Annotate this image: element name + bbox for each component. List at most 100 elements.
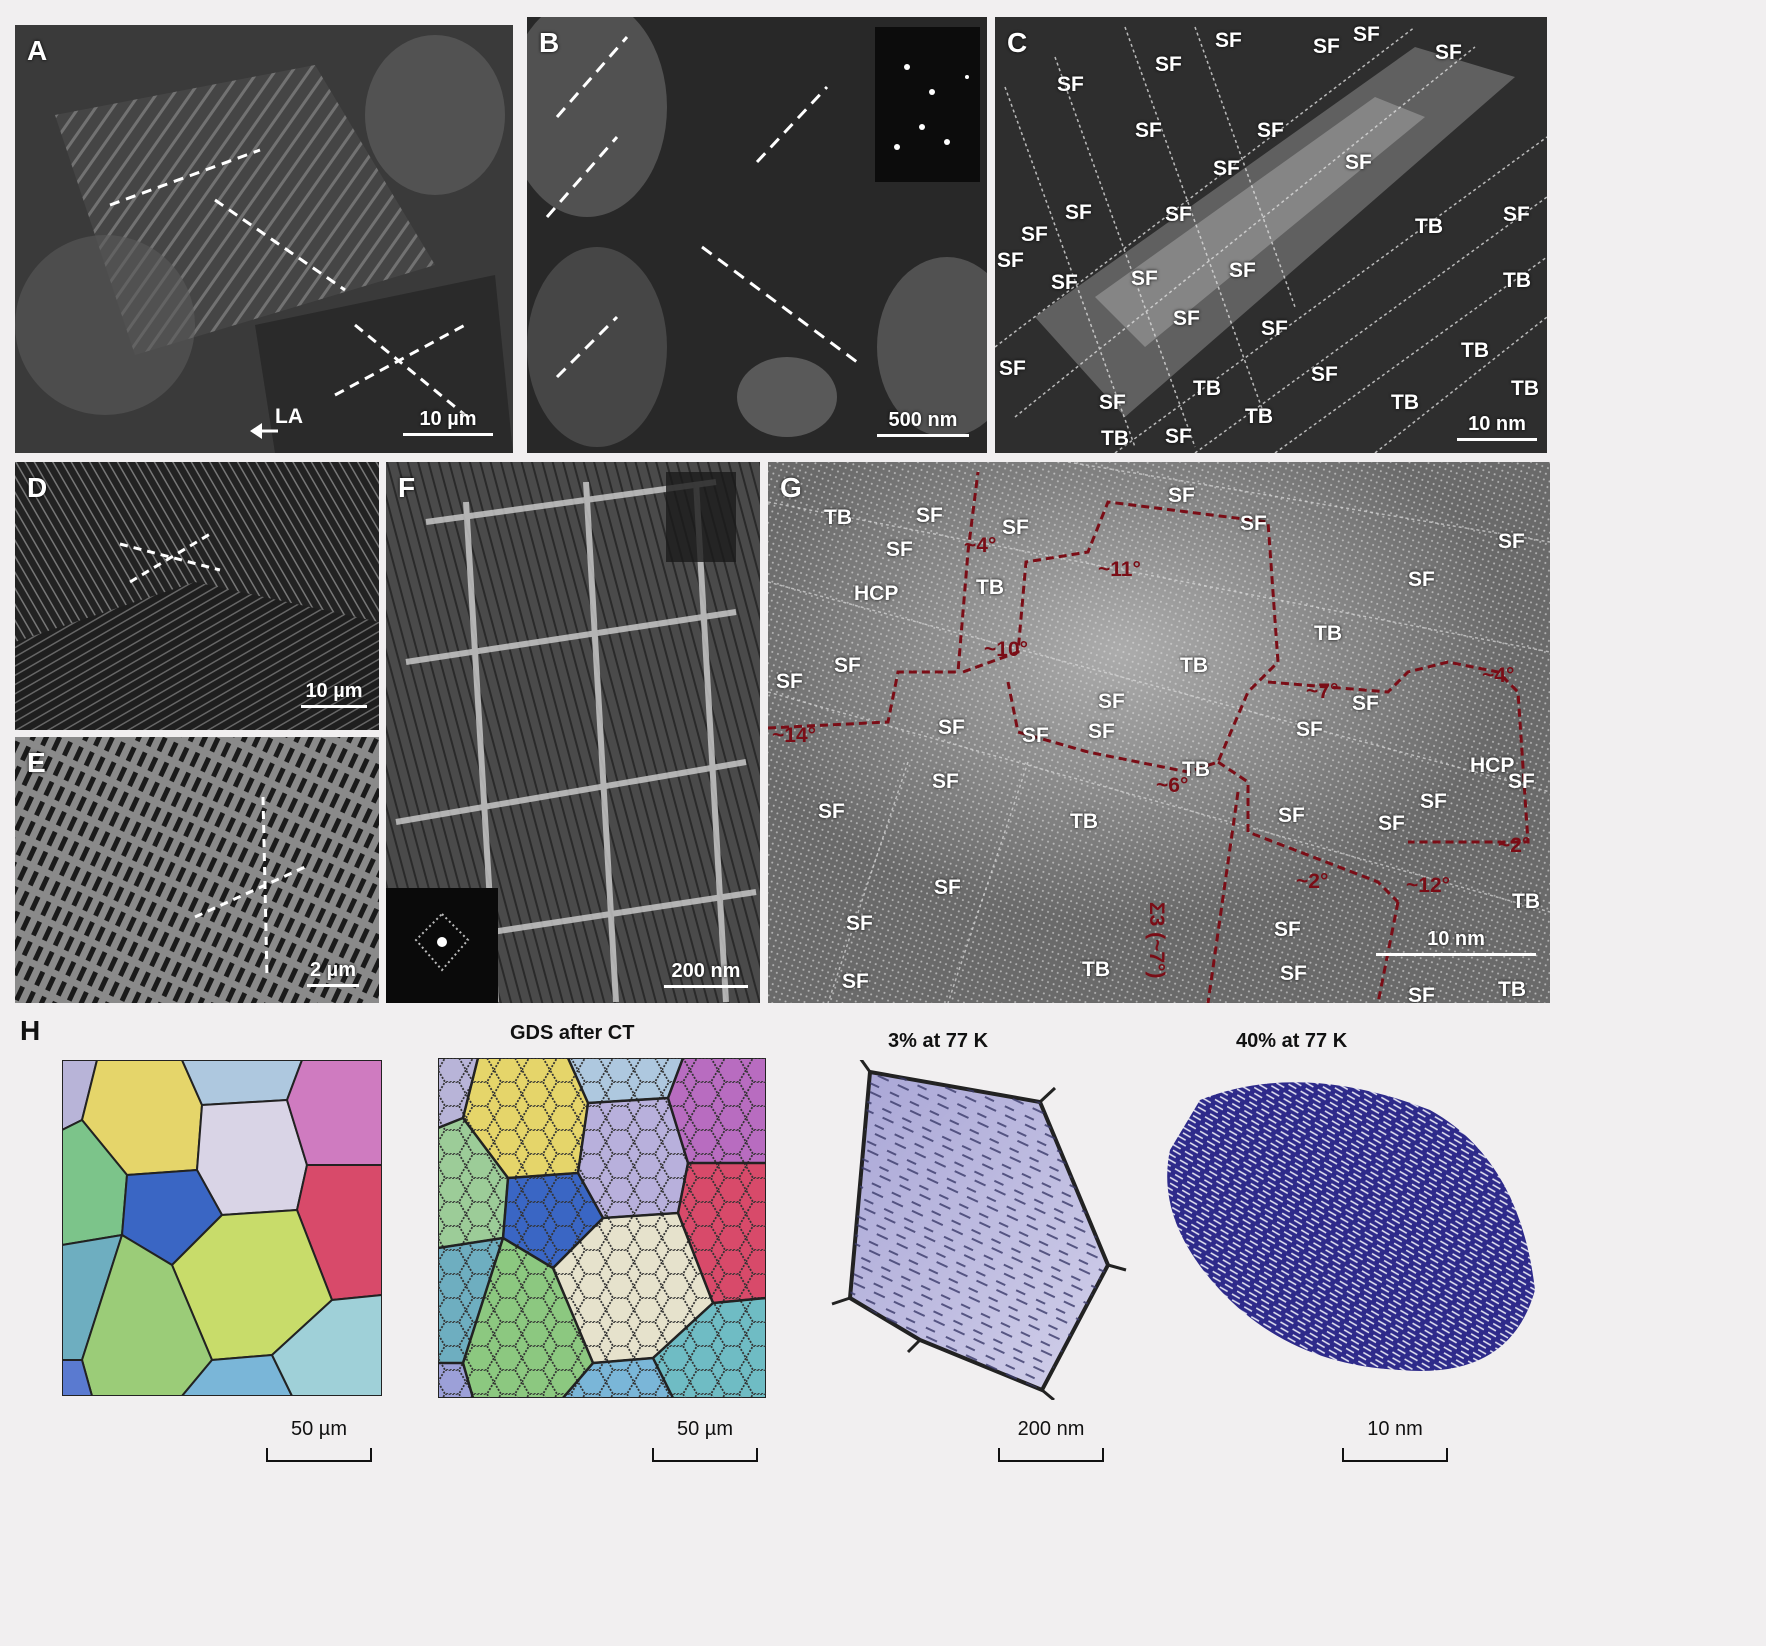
sf-mark: SF <box>1435 41 1462 64</box>
misorientation-angle: ~7° <box>1306 680 1339 703</box>
hcp-mark: HCP <box>1470 754 1515 777</box>
panel-label: E <box>27 747 46 778</box>
tb-mark: TB <box>1314 622 1342 645</box>
sf-mark: SF <box>1099 391 1126 414</box>
micrograph-d <box>15 462 379 730</box>
tb-mark: TB <box>1180 654 1208 677</box>
misorientation-angle: ~6° <box>1156 774 1189 797</box>
scale-text: 10 nm <box>1427 928 1485 950</box>
scale-bar-h3: 200 nm <box>998 1418 1104 1462</box>
sf-mark: SF <box>916 504 943 527</box>
sf-mark: SF <box>1408 984 1435 1003</box>
scale-bar: 200 nm <box>664 960 748 988</box>
sf-mark: SF <box>1229 259 1256 282</box>
sf-mark: SF <box>1274 918 1301 941</box>
sf-mark: SF <box>1213 157 1240 180</box>
tb-mark: TB <box>1101 427 1129 450</box>
micrograph-f <box>386 462 760 1003</box>
panel-label: D <box>27 472 48 503</box>
panel-label: C <box>1007 27 1028 58</box>
sf-mark: SF <box>934 876 961 899</box>
title-3pct-77k: 3% at 77 K <box>888 1030 989 1052</box>
panel-b: B 500 nm <box>527 17 987 453</box>
sf-mark: SF <box>1088 720 1115 743</box>
tb-mark: TB <box>1391 391 1419 414</box>
tb-mark: TB <box>1182 758 1210 781</box>
tb-mark: TB <box>1193 377 1221 400</box>
grain-map-initial <box>62 1060 382 1396</box>
sf-mark: SF <box>1165 203 1192 226</box>
misorientation-angle: ~11° <box>1098 558 1141 581</box>
sf-mark: SF <box>834 654 861 677</box>
title-40pct-77k: 40% at 77 K <box>1236 1030 1348 1052</box>
sf-mark: SF <box>1345 151 1372 174</box>
sf-mark: SF <box>886 538 913 561</box>
scale-bar-h1: 50 µm <box>266 1418 372 1462</box>
sf-mark: SF <box>938 716 965 739</box>
panel-label-h: H <box>20 1015 41 1046</box>
sf-mark: SF <box>846 912 873 935</box>
misorientation-angle: ~2° <box>1296 870 1329 893</box>
micrograph-a <box>15 25 513 453</box>
sf-mark: SF <box>1240 512 1267 535</box>
scale-text: 50 µm <box>677 1418 733 1440</box>
misorientation-angle: ~2° <box>1498 834 1531 857</box>
scale-bar: 10 nm <box>1376 928 1536 956</box>
tb-mark: TB <box>824 506 852 529</box>
scale-bar: 500 nm <box>877 409 969 437</box>
misorientation-angle: ~14° <box>772 724 817 747</box>
sf-mark: SF <box>1135 119 1162 142</box>
sf-mark: SF <box>1155 53 1182 76</box>
tb-mark: TB <box>1461 339 1489 362</box>
scale-bar: 10 µm <box>403 408 493 436</box>
scale-bar-h2: 50 µm <box>652 1418 758 1462</box>
sf-mark: SF <box>1002 516 1029 539</box>
sf-mark: SF <box>1498 530 1525 553</box>
micrograph-g <box>768 462 1550 1003</box>
micrograph-e <box>15 737 379 1003</box>
scale-bar: 10 µm <box>301 680 367 708</box>
sf-mark: SF <box>1165 425 1192 448</box>
scale-text: 200 nm <box>1017 1418 1085 1440</box>
micrograph-c <box>995 17 1547 453</box>
panel-label: A <box>27 35 48 66</box>
tb-mark: TB <box>1245 405 1273 428</box>
misorientation-angle: ~4° <box>964 534 997 557</box>
scale-text: 200 nm <box>671 960 741 982</box>
sf-mark: SF <box>1098 690 1125 713</box>
sf-mark: SF <box>1280 962 1307 985</box>
scale-text: 2 µm <box>310 959 356 981</box>
title-gds-after-ct: GDS after CT <box>510 1022 635 1044</box>
tb-mark: TB <box>1498 978 1526 1001</box>
sf-mark: SF <box>1021 223 1048 246</box>
sf-mark: SF <box>1508 770 1535 793</box>
sf-mark: SF <box>818 800 845 823</box>
sf-mark: SF <box>1173 307 1200 330</box>
la-text: LA <box>275 405 303 428</box>
scale-text: 10 µm <box>305 680 363 702</box>
sf-mark: SF <box>1420 790 1447 813</box>
panel-e: E 2 µm <box>15 737 379 1003</box>
sf-mark: SF <box>1051 271 1078 294</box>
sf-mark: SF <box>1261 317 1288 340</box>
tb-mark: TB <box>1070 810 1098 833</box>
misorientation-angle: ~4° <box>1482 664 1515 687</box>
micrograph-b <box>527 17 987 453</box>
tb-mark: TB <box>976 576 1004 599</box>
panel-a: A LA 10 µm <box>15 25 513 453</box>
sf-mark: SF <box>842 970 869 993</box>
sf-mark: SF <box>1022 724 1049 747</box>
sf-mark: SF <box>1057 73 1084 96</box>
scale-text: 10 nm <box>1468 413 1526 435</box>
misorientation-angle: ~10° <box>984 638 1029 661</box>
scale-bar-h4: 10 nm <box>1342 1418 1448 1462</box>
sf-mark: SF <box>1313 35 1340 58</box>
sf-mark: SF <box>1353 23 1380 46</box>
panel-g: G TB SF SF SF SF SF SF HCP TB SF SF TB T… <box>768 462 1550 1003</box>
panel-d: D 10 µm <box>15 462 379 730</box>
sf-mark: SF <box>1065 201 1092 224</box>
sf-mark: SF <box>1257 119 1284 142</box>
sf-mark: SF <box>932 770 959 793</box>
sf-mark: SF <box>776 670 803 693</box>
scale-text: 10 nm <box>1367 1418 1423 1440</box>
